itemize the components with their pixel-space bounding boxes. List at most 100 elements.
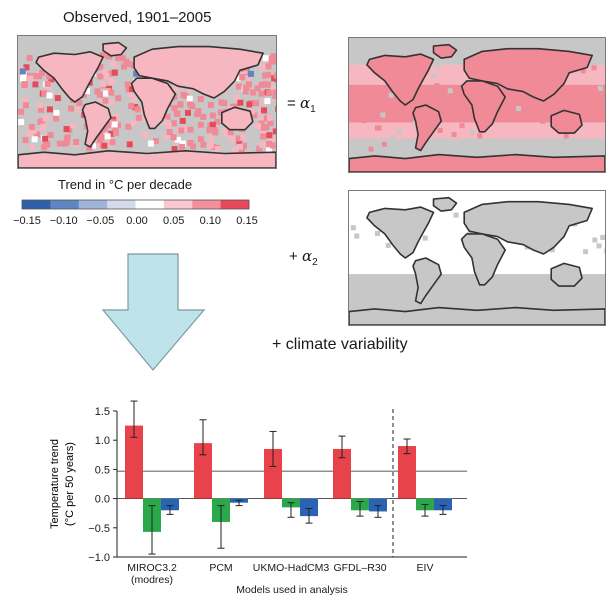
- grid-cell: [115, 95, 122, 102]
- grid-cell: [126, 141, 133, 148]
- grid-cell: [266, 132, 273, 139]
- grid-cell: [603, 113, 605, 119]
- alpha2-term: + α2: [289, 247, 318, 268]
- grid-cell: [221, 100, 228, 107]
- bar: [264, 448, 282, 499]
- continent-outline: [35, 51, 104, 103]
- grid-cell: [431, 72, 437, 78]
- grid-cell: [262, 141, 269, 148]
- grid-cell: [101, 125, 108, 132]
- grid-cell: [272, 92, 276, 99]
- grid-cell: [119, 55, 126, 62]
- grid-cell: [41, 90, 48, 97]
- x-tick-label: EIV: [417, 562, 434, 574]
- grid-cell: [102, 97, 109, 104]
- grid-cell: [96, 91, 103, 98]
- grid-cell: [44, 80, 51, 87]
- bar: [194, 443, 212, 499]
- grid-cell: [375, 231, 381, 237]
- grid-cell: [111, 69, 118, 76]
- grid-cell: [18, 119, 25, 126]
- continent-outline: [81, 101, 112, 148]
- grid-cell: [237, 99, 244, 106]
- grid-cell: [130, 119, 137, 126]
- grid-cell: [34, 131, 41, 138]
- grid-cell: [447, 88, 453, 94]
- grid-cell: [135, 114, 142, 121]
- grid-cell: [20, 72, 27, 79]
- grid-cell: [109, 139, 116, 146]
- colorbar-tick-label: 0.10: [200, 215, 221, 227]
- continent-outline: [550, 109, 583, 134]
- grid-cell: [236, 138, 243, 145]
- bar: [369, 498, 387, 512]
- grid-cell: [97, 64, 104, 71]
- continent-outline: [102, 41, 128, 57]
- grid-cell: [389, 135, 395, 141]
- grid-cell: [19, 68, 26, 75]
- grid-cell: [592, 237, 598, 243]
- colorbar-tick-label: 0.15: [236, 215, 257, 227]
- grid-cell: [209, 121, 216, 128]
- grid-cell: [125, 123, 132, 130]
- grid-cell: [263, 124, 270, 131]
- grid-cell: [247, 70, 254, 77]
- grid-cell: [249, 108, 256, 115]
- grid-cell: [469, 129, 475, 135]
- grid-cell: [174, 111, 181, 118]
- grid-cell: [261, 81, 268, 88]
- continent-outline: [366, 206, 435, 259]
- alpha1-term: = α1: [287, 94, 316, 115]
- grid-cell: [111, 121, 118, 128]
- grid-cell: [197, 96, 204, 103]
- grid-cell: [385, 242, 391, 248]
- grid-cell: [99, 52, 106, 59]
- x-axis-label: Models used in analysis: [236, 584, 347, 596]
- grid-cell: [273, 72, 276, 79]
- grid-cell: [108, 78, 115, 85]
- grid-cell: [437, 127, 443, 133]
- grid-cell: [269, 142, 276, 149]
- grid-cell: [261, 107, 268, 114]
- grid-cell: [214, 118, 221, 125]
- x-tick-label: PCM: [209, 562, 232, 574]
- grid-cell: [20, 75, 27, 82]
- grid-cell: [110, 61, 117, 68]
- grid-cell: [271, 85, 276, 92]
- colorbar-tick-label: −0.10: [50, 215, 78, 227]
- grid-cell: [36, 73, 43, 80]
- grid-cell: [231, 146, 238, 153]
- grid-cell: [27, 75, 34, 82]
- grid-cell: [164, 113, 171, 120]
- grid-cell: [101, 142, 108, 149]
- grid-cell: [42, 115, 49, 122]
- continent-outline: [550, 262, 583, 287]
- grid-cell: [97, 73, 104, 80]
- colorbar-swatch: [78, 200, 108, 209]
- y-tick-label: 0.5: [95, 464, 110, 476]
- grid-cell: [207, 135, 214, 142]
- grid-cell: [235, 135, 242, 142]
- grid-cell: [524, 108, 530, 114]
- grid-cell: [433, 88, 439, 94]
- grid-cell: [108, 99, 115, 106]
- grid-cell: [262, 55, 269, 62]
- grid-cell: [89, 142, 96, 149]
- grid-cell: [354, 233, 360, 239]
- grid-cell: [53, 115, 60, 122]
- grid-cell: [113, 114, 120, 121]
- grid-cell: [591, 65, 597, 71]
- grid-cell: [18, 108, 25, 115]
- grid-cell: [266, 90, 273, 97]
- grid-cell: [270, 53, 276, 60]
- grid-cell: [180, 91, 187, 98]
- grid-cell: [187, 139, 194, 146]
- grid-cell: [206, 127, 213, 134]
- grid-cell: [46, 73, 53, 80]
- grid-cell: [256, 145, 263, 152]
- x-tick-label: UKMO-HadCM3: [253, 562, 330, 574]
- grid-cell: [262, 72, 269, 79]
- grid-cell: [261, 98, 268, 105]
- grid-cell: [174, 136, 181, 143]
- grid-cell: [125, 61, 132, 68]
